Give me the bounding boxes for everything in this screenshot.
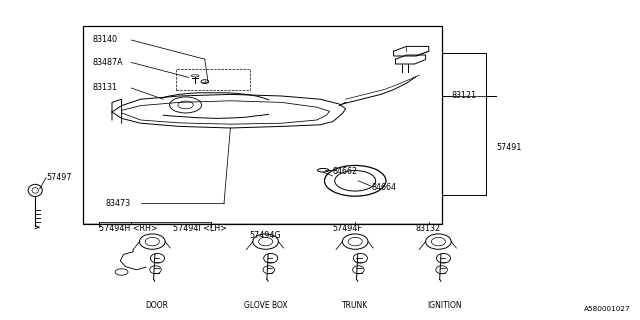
Text: IGNITION: IGNITION <box>428 301 462 310</box>
Bar <box>83 26 442 224</box>
Text: 57494I <LH>: 57494I <LH> <box>173 224 227 233</box>
Bar <box>176 69 250 90</box>
Text: 57497: 57497 <box>47 173 72 182</box>
Text: 83473: 83473 <box>106 199 131 208</box>
Text: 84664: 84664 <box>371 183 396 192</box>
Text: DOOR: DOOR <box>145 301 168 310</box>
Text: 83487A: 83487A <box>93 58 124 67</box>
Text: 84662: 84662 <box>333 167 358 176</box>
Text: 57494F: 57494F <box>333 224 363 233</box>
Text: 83132: 83132 <box>416 224 441 233</box>
Text: GLOVE BOX: GLOVE BOX <box>244 301 287 310</box>
Text: 57494H <RH>: 57494H <RH> <box>99 224 158 233</box>
Text: 57494G: 57494G <box>250 231 281 240</box>
Text: 83140: 83140 <box>93 36 118 44</box>
Text: TRUNK: TRUNK <box>342 301 369 310</box>
Text: 83121: 83121 <box>451 92 476 100</box>
Text: 83131: 83131 <box>93 84 118 92</box>
Text: 57491: 57491 <box>496 143 522 152</box>
Text: A580001027: A580001027 <box>584 306 630 312</box>
